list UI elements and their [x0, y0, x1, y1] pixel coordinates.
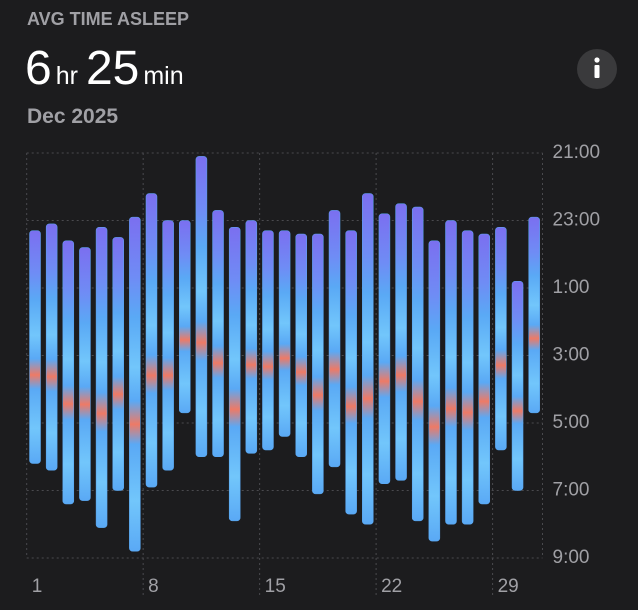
sleep-bar: [345, 230, 357, 515]
info-button[interactable]: [577, 49, 617, 89]
subtitle: Dec 2025: [27, 105, 118, 128]
sleep-bar: [262, 230, 274, 451]
sleep-bar: [112, 237, 124, 491]
avg-minutes: 25: [86, 42, 139, 95]
average: 6 hr 25 min: [25, 42, 184, 95]
info-stem: [594, 65, 600, 78]
sleep-bar: [162, 220, 174, 471]
sleep-bar: [395, 203, 407, 481]
sleep-bar: [328, 210, 341, 468]
y-tick-label: 21:00: [553, 142, 601, 163]
sleep-bar: [212, 210, 224, 457]
sleep-bar: [411, 206, 424, 522]
sleep-bar: [495, 227, 507, 451]
sleep-bar: [312, 233, 324, 495]
x-tick-label: 15: [265, 576, 286, 597]
y-tick-label: 3:00: [553, 345, 590, 366]
x-tick-label: 22: [381, 576, 402, 597]
info-dot: [594, 57, 600, 63]
sleep-bar: [179, 220, 191, 414]
sleep-bar: [95, 227, 108, 528]
hours-unit: hr: [56, 62, 78, 90]
sleep-bar: [428, 240, 441, 542]
y-tick-label: 9:00: [553, 547, 590, 568]
sleep-bar: [511, 281, 524, 491]
y-tick-label: 5:00: [553, 412, 590, 433]
x-tick-label: 1: [32, 576, 43, 597]
x-tick-label: 8: [148, 576, 159, 597]
sleep-bar: [461, 230, 474, 525]
sleep-bar: [362, 193, 374, 525]
y-tick-label: 23:00: [553, 210, 601, 231]
sleep-bar: [79, 247, 91, 501]
sleep-bar: [478, 233, 491, 505]
y-tick-label: 1:00: [553, 277, 590, 298]
sleep-bar: [45, 223, 58, 471]
y-tick-label: 7:00: [553, 480, 590, 501]
sleep-bar: [378, 213, 391, 484]
avg-hours: 6: [25, 42, 52, 95]
sleep-bar: [295, 233, 307, 457]
sleep-bar: [29, 230, 41, 464]
chart-title: AVG TIME ASLEEP: [27, 9, 189, 29]
sleep-bar: [278, 230, 291, 437]
sleep-bar: [62, 240, 75, 505]
sleep-bar: [528, 216, 540, 414]
sleep-bar: [228, 227, 241, 522]
minutes-unit: min: [143, 62, 183, 90]
sleep-bar: [145, 193, 158, 488]
sleep-bar: [245, 220, 258, 454]
sleep-bar: [129, 216, 141, 552]
sleep-bar: [195, 156, 208, 457]
sleep-bar: [445, 220, 457, 525]
x-tick-label: 29: [498, 576, 519, 597]
